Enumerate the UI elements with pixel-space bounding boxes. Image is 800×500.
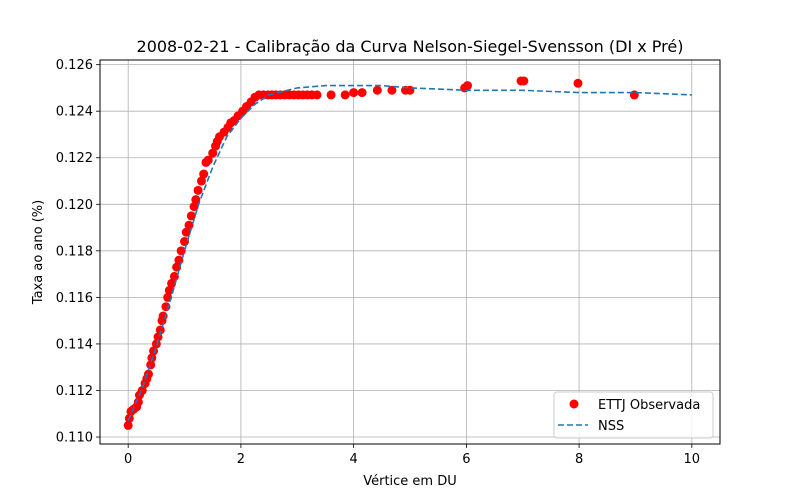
observed-point bbox=[208, 148, 218, 158]
observed-point bbox=[189, 202, 199, 212]
y-tick-label: 0.114 bbox=[56, 337, 93, 352]
observed-point bbox=[326, 90, 336, 100]
observed-point bbox=[519, 76, 529, 86]
observed-point bbox=[462, 81, 472, 91]
observed-point bbox=[372, 85, 382, 95]
observed-point bbox=[629, 90, 639, 100]
x-axis-label: Vértice em DU bbox=[363, 474, 457, 489]
observed-point bbox=[203, 155, 213, 165]
observed-point bbox=[573, 78, 583, 88]
y-tick-label: 0.126 bbox=[56, 58, 93, 73]
x-tick-label: 8 bbox=[575, 452, 583, 467]
observed-point bbox=[167, 278, 177, 288]
observed-point bbox=[181, 227, 191, 237]
observed-point bbox=[191, 195, 201, 205]
y-tick-label: 0.118 bbox=[56, 244, 93, 259]
axis-ticks: 0 2 4 6 8 10 0.110 0.112 0.114 0.116 0.118 0.120 0.1… bbox=[56, 58, 700, 467]
y-tick-label: 0.110 bbox=[56, 431, 93, 446]
observed-point bbox=[193, 185, 203, 195]
x-tick-label: 10 bbox=[684, 452, 701, 467]
grid-lines bbox=[100, 60, 720, 444]
observed-point bbox=[184, 220, 194, 230]
observed-point bbox=[180, 237, 190, 247]
observed-point bbox=[172, 262, 182, 272]
observed-point bbox=[186, 211, 196, 221]
y-tick-label: 0.120 bbox=[56, 198, 93, 213]
x-tick-label: 6 bbox=[462, 452, 470, 467]
x-tick-label: 4 bbox=[349, 452, 357, 467]
legend-label-observed: ETTJ Observada bbox=[598, 398, 700, 413]
observed-point bbox=[349, 88, 359, 98]
chart-title: 2008-02-21 - Calibração da Curva Nelson-… bbox=[137, 37, 684, 56]
observed-point bbox=[123, 420, 133, 430]
observed-point bbox=[340, 90, 350, 100]
legend: ETTJ Observada NSS bbox=[553, 391, 714, 439]
y-tick-label: 0.112 bbox=[56, 384, 93, 399]
observed-point bbox=[387, 85, 397, 95]
y-tick-label: 0.116 bbox=[56, 291, 93, 306]
legend-box bbox=[553, 391, 714, 439]
observed-point bbox=[199, 169, 209, 179]
y-axis-label: Taxa ao ano (%) bbox=[31, 200, 46, 305]
nss-fitted-curve bbox=[127, 84, 692, 422]
x-tick-label: 2 bbox=[237, 452, 245, 467]
observed-point bbox=[312, 90, 322, 100]
observed-point bbox=[164, 285, 174, 295]
observed-point bbox=[169, 271, 179, 281]
y-tick-label: 0.122 bbox=[56, 151, 93, 166]
x-tick-label: 0 bbox=[124, 452, 132, 467]
observed-point bbox=[146, 360, 156, 370]
plot-area-frame bbox=[99, 59, 721, 445]
observed-point bbox=[357, 88, 367, 98]
plot-series bbox=[123, 76, 692, 430]
y-tick-label: 0.124 bbox=[56, 105, 93, 120]
legend-label-nss: NSS bbox=[598, 419, 624, 434]
observed-point bbox=[196, 176, 206, 186]
legend-marker-observed bbox=[569, 399, 579, 409]
